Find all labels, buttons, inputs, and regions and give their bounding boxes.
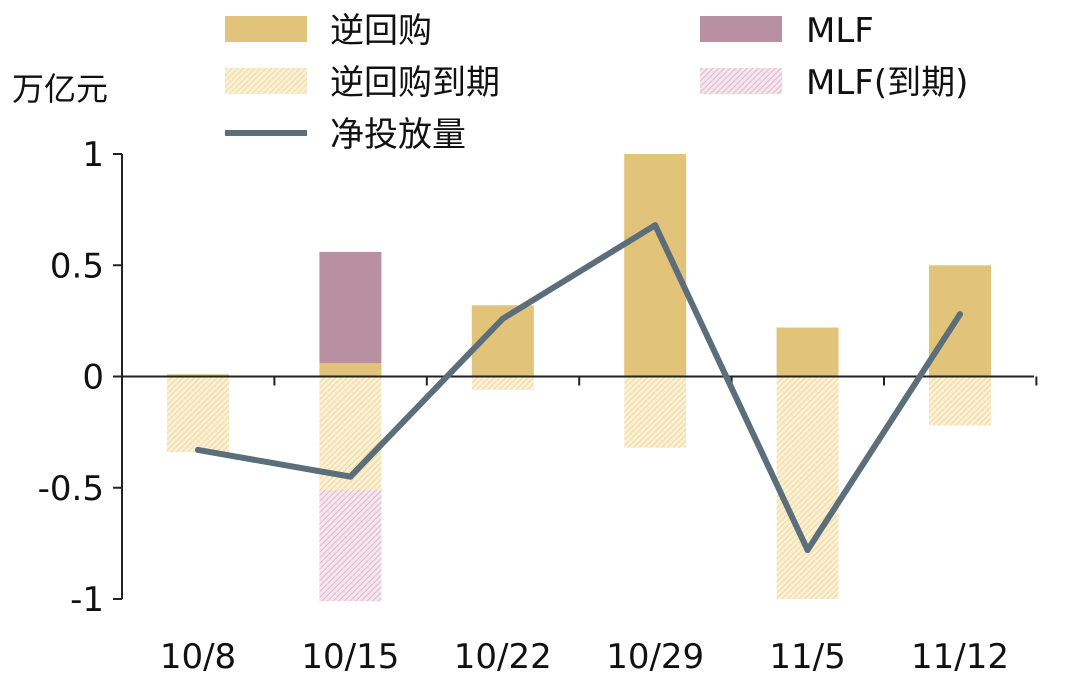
legend-label-net-injection: 净投放量 <box>330 115 466 155</box>
legend-swatch-mlf <box>700 16 782 42</box>
x-tick-label-1: 10/15 <box>301 637 399 677</box>
legend-item-net-injection: 净投放量 <box>225 115 466 155</box>
bar-reverse-repo-4 <box>776 327 839 377</box>
y-unit-label: 万亿元 <box>12 70 108 108</box>
bar-reverse-repo-maturity-3 <box>624 376 687 448</box>
y-tick-label-1: 0.5 <box>50 246 104 286</box>
line-point-0 <box>195 446 201 453</box>
legend-swatch-reverse-repo <box>225 16 307 42</box>
y-tick-label-0: 1 <box>82 135 104 175</box>
series-line-net-injection <box>195 222 963 554</box>
bar-reverse-repo-5 <box>929 265 991 377</box>
legend: 逆回购 MLF 逆回购到期 MLF(到期) 净投放量 <box>225 11 968 155</box>
bar-reverse-repo-maturity-5 <box>929 376 991 426</box>
y-tick-label-2: 0 <box>82 358 104 398</box>
line-point-2 <box>499 315 506 322</box>
x-tick-label-2: 10/22 <box>454 637 552 677</box>
bar-reverse-repo-0 <box>167 374 229 377</box>
x-tick-label-4: 11/5 <box>769 637 845 677</box>
x-tick-label-5: 11/12 <box>911 637 1009 677</box>
legend-label-mlf-maturity: MLF(到期) <box>806 63 968 103</box>
line-point-1 <box>347 473 354 480</box>
legend-swatch-reverse-repo-maturity <box>225 68 307 94</box>
bar-reverse-repo-maturity-2 <box>471 376 534 390</box>
line-layer <box>195 222 963 554</box>
bar-reverse-repo-1 <box>319 363 382 377</box>
ticks-layer: 1 0.5 0 -0.5 -1 10/8 10/15 10/22 10/29 11/5 11/12 <box>38 135 1009 677</box>
line-point-4 <box>804 547 811 554</box>
legend-label-mlf: MLF <box>806 11 874 51</box>
legend-item-reverse-repo-maturity: 逆回购到期 <box>225 63 500 103</box>
legend-swatch-mlf-maturity <box>700 68 782 94</box>
bar-mlf-maturity-1 <box>319 489 382 602</box>
line-point-3 <box>652 222 659 229</box>
bar-reverse-repo-maturity-4 <box>776 376 839 599</box>
legend-label-reverse-repo-maturity: 逆回购到期 <box>330 63 500 103</box>
legend-item-mlf: MLF <box>700 11 874 51</box>
bars-layer <box>167 154 991 602</box>
line-point-5 <box>957 311 963 318</box>
legend-item-reverse-repo: 逆回购 <box>225 11 432 51</box>
bar-reverse-repo-maturity-0 <box>167 376 229 453</box>
legend-label-reverse-repo: 逆回购 <box>330 11 432 51</box>
axes-layer <box>113 153 1038 600</box>
x-tick-label-3: 10/29 <box>606 637 704 677</box>
x-tick-label-0: 10/8 <box>160 637 236 677</box>
y-tick-label-3: -0.5 <box>38 469 104 509</box>
legend-item-mlf-maturity: MLF(到期) <box>700 63 968 103</box>
y-tick-label-4: -1 <box>70 580 104 620</box>
bar-mlf-1 <box>319 251 382 364</box>
